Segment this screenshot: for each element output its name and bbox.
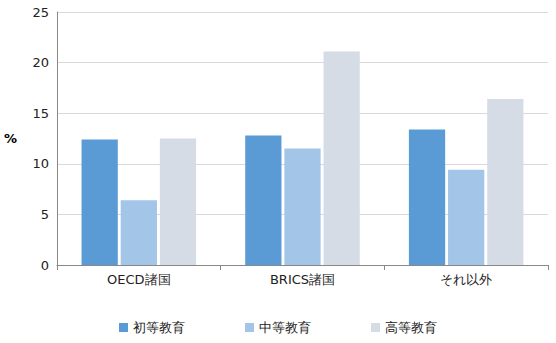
svg-text:15: 15	[32, 106, 49, 121]
svg-text:中等教育: 中等教育	[259, 320, 311, 335]
svg-text:5: 5	[41, 207, 49, 222]
svg-text:それ以外: それ以外	[440, 272, 492, 287]
svg-text:OECD諸国: OECD諸国	[107, 272, 171, 287]
svg-text:BRICS諸国: BRICS諸国	[270, 272, 335, 287]
svg-text:0: 0	[41, 258, 49, 273]
svg-text:初等教育: 初等教育	[133, 320, 185, 335]
svg-text:25: 25	[32, 5, 49, 20]
svg-text:%: %	[4, 131, 17, 146]
svg-text:20: 20	[32, 55, 49, 70]
svg-text:高等教育: 高等教育	[385, 320, 437, 335]
svg-text:10: 10	[32, 156, 49, 171]
